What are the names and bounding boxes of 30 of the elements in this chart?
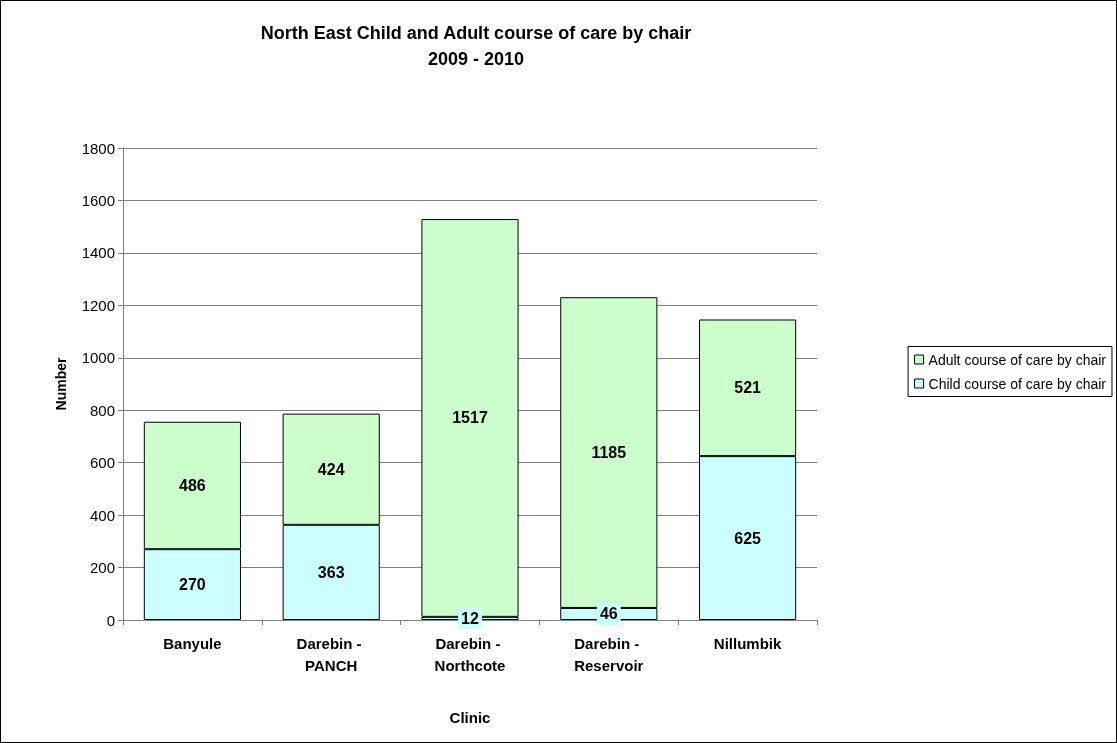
data-label: 1517	[452, 409, 488, 427]
y-tick-label: 400	[89, 506, 115, 524]
y-tick-label: 1600	[81, 191, 115, 209]
y-tick-label: 1000	[81, 349, 115, 367]
data-label: 521	[734, 379, 762, 397]
y-tick-label: 0	[106, 611, 115, 629]
y-tick-label: 800	[89, 401, 115, 419]
y-tick-label: 1400	[81, 244, 115, 262]
data-label: 363	[317, 563, 345, 581]
y-tick-label: 600	[89, 454, 115, 472]
data-label: 424	[317, 460, 345, 478]
data-label: 1185	[591, 444, 627, 462]
x-tick-label: Darebin - Reservoir	[574, 634, 644, 674]
x-tick-label: Banyule	[163, 634, 222, 652]
y-tick-label: 1200	[81, 296, 115, 314]
data-label: 625	[734, 529, 762, 547]
chart-title: North East Child and Adult course of care by chair 2009 - 2010	[260, 23, 692, 69]
data-label: 270	[179, 576, 206, 594]
data-label: 486	[179, 476, 206, 494]
x-tick-label: Darebin - Northcote	[434, 634, 506, 674]
x-axis-title: Clinic	[449, 709, 491, 726]
legend-label: Adult course of care by chair	[928, 351, 1107, 368]
data-label: 12	[461, 609, 479, 627]
legend-label: Child course of care by chair	[928, 375, 1107, 392]
y-axis-title: Number	[53, 357, 69, 411]
x-tick-label: Nillumbik	[713, 634, 783, 652]
data-label: 46	[599, 605, 618, 623]
x-tick-label: Darebin - PANCH	[296, 634, 366, 674]
y-tick-label: 200	[89, 559, 115, 577]
y-tick-label: 1800	[81, 139, 115, 157]
